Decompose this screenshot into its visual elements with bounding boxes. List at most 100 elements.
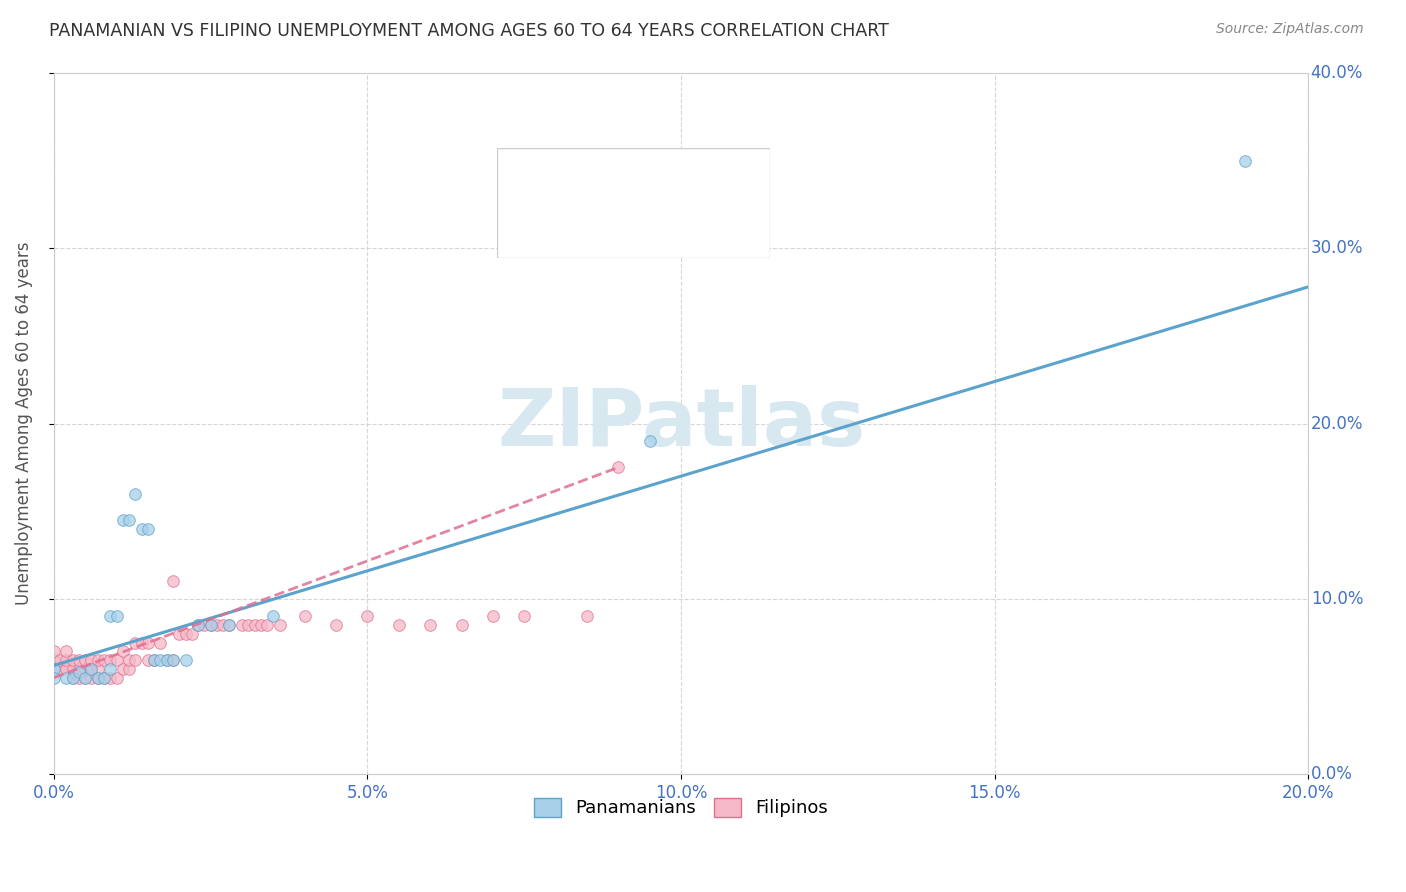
Point xyxy=(75,671,97,685)
Point xyxy=(325,618,347,632)
Point xyxy=(256,618,278,632)
Point xyxy=(55,662,77,676)
Point xyxy=(98,662,121,676)
Point xyxy=(193,618,215,632)
Text: R = 0.509   N = 68: R = 0.509 N = 68 xyxy=(562,220,733,238)
Point xyxy=(80,662,103,676)
Point xyxy=(67,671,90,685)
Text: 10.0%: 10.0% xyxy=(1310,590,1364,607)
Point xyxy=(62,671,84,685)
Point xyxy=(67,653,90,667)
Point xyxy=(124,486,146,500)
Point xyxy=(87,671,110,685)
Point xyxy=(75,671,97,685)
Point xyxy=(93,671,115,685)
Point xyxy=(356,609,378,624)
Point xyxy=(162,653,184,667)
Point xyxy=(482,609,505,624)
Point xyxy=(62,653,84,667)
Point xyxy=(42,671,65,685)
Point xyxy=(98,609,121,624)
Text: ZIPatlas: ZIPatlas xyxy=(496,384,865,463)
Point xyxy=(80,653,103,667)
Point xyxy=(143,653,166,667)
Point xyxy=(131,635,153,649)
Point xyxy=(294,609,316,624)
Point xyxy=(55,671,77,685)
Point xyxy=(87,662,110,676)
Point xyxy=(419,618,441,632)
Point xyxy=(118,513,141,527)
Point xyxy=(118,662,141,676)
Point xyxy=(87,671,110,685)
Point xyxy=(180,627,202,641)
Text: R = 0.673   N = 28: R = 0.673 N = 28 xyxy=(562,169,733,186)
Text: Source: ZipAtlas.com: Source: ZipAtlas.com xyxy=(1216,22,1364,37)
Point xyxy=(42,644,65,658)
Point xyxy=(607,460,630,475)
Point xyxy=(75,653,97,667)
Point xyxy=(111,644,134,658)
Y-axis label: Unemployment Among Ages 60 to 64 years: Unemployment Among Ages 60 to 64 years xyxy=(15,242,32,606)
Point xyxy=(174,627,197,641)
Point xyxy=(131,522,153,536)
Point xyxy=(105,609,128,624)
Point xyxy=(42,653,65,667)
Point xyxy=(513,609,536,624)
Point xyxy=(269,618,291,632)
Point xyxy=(243,618,266,632)
Point xyxy=(87,653,110,667)
Point xyxy=(80,671,103,685)
Point xyxy=(149,653,172,667)
Point xyxy=(49,662,72,676)
Point xyxy=(93,653,115,667)
Point xyxy=(111,662,134,676)
Point xyxy=(111,513,134,527)
Point xyxy=(55,653,77,667)
Point xyxy=(98,653,121,667)
Point xyxy=(42,662,65,676)
Point xyxy=(162,574,184,589)
Point xyxy=(136,522,159,536)
Point xyxy=(67,665,90,680)
Point xyxy=(136,635,159,649)
Point xyxy=(98,671,121,685)
Text: 30.0%: 30.0% xyxy=(1310,239,1364,257)
Point xyxy=(124,653,146,667)
Point xyxy=(218,618,240,632)
Point xyxy=(143,653,166,667)
Point xyxy=(187,618,209,632)
Point xyxy=(105,653,128,667)
Point xyxy=(174,653,197,667)
Point xyxy=(249,618,271,632)
Point xyxy=(162,653,184,667)
Text: PANAMANIAN VS FILIPINO UNEMPLOYMENT AMONG AGES 60 TO 64 YEARS CORRELATION CHART: PANAMANIAN VS FILIPINO UNEMPLOYMENT AMON… xyxy=(49,22,889,40)
Point xyxy=(156,653,179,667)
Point xyxy=(75,662,97,676)
Point xyxy=(218,618,240,632)
Point xyxy=(42,662,65,676)
Point xyxy=(62,662,84,676)
Point xyxy=(169,627,191,641)
Legend: Panamanians, Filipinos: Panamanians, Filipinos xyxy=(526,791,835,825)
Point xyxy=(238,618,260,632)
Point xyxy=(149,635,172,649)
Bar xyxy=(508,210,544,248)
Point xyxy=(450,618,472,632)
Point xyxy=(388,618,411,632)
Point xyxy=(638,434,661,449)
Point xyxy=(62,671,84,685)
Point xyxy=(67,662,90,676)
Point xyxy=(187,618,209,632)
Point xyxy=(205,618,228,632)
Point xyxy=(93,671,115,685)
Point xyxy=(156,653,179,667)
Point xyxy=(49,653,72,667)
Point xyxy=(575,609,598,624)
Text: 20.0%: 20.0% xyxy=(1310,415,1364,433)
Point xyxy=(212,618,235,632)
Point xyxy=(262,609,284,624)
Point xyxy=(118,653,141,667)
Bar xyxy=(508,158,544,196)
Text: 0.0%: 0.0% xyxy=(1310,765,1353,783)
